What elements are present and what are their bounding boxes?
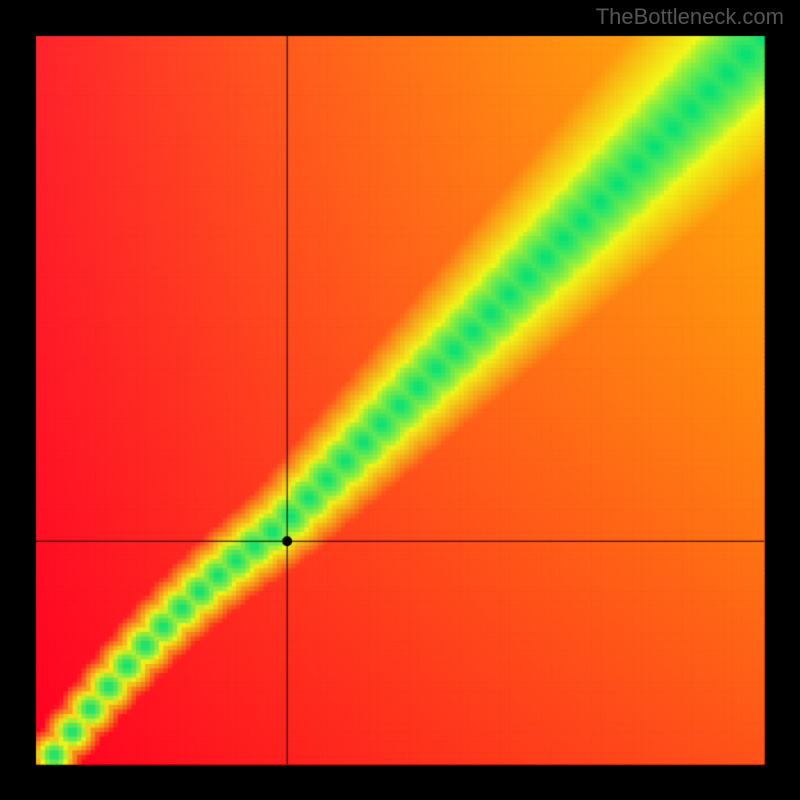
chart-container: TheBottleneck.com (0, 0, 800, 800)
heatmap-canvas (0, 0, 800, 800)
watermark-text: TheBottleneck.com (596, 4, 784, 30)
